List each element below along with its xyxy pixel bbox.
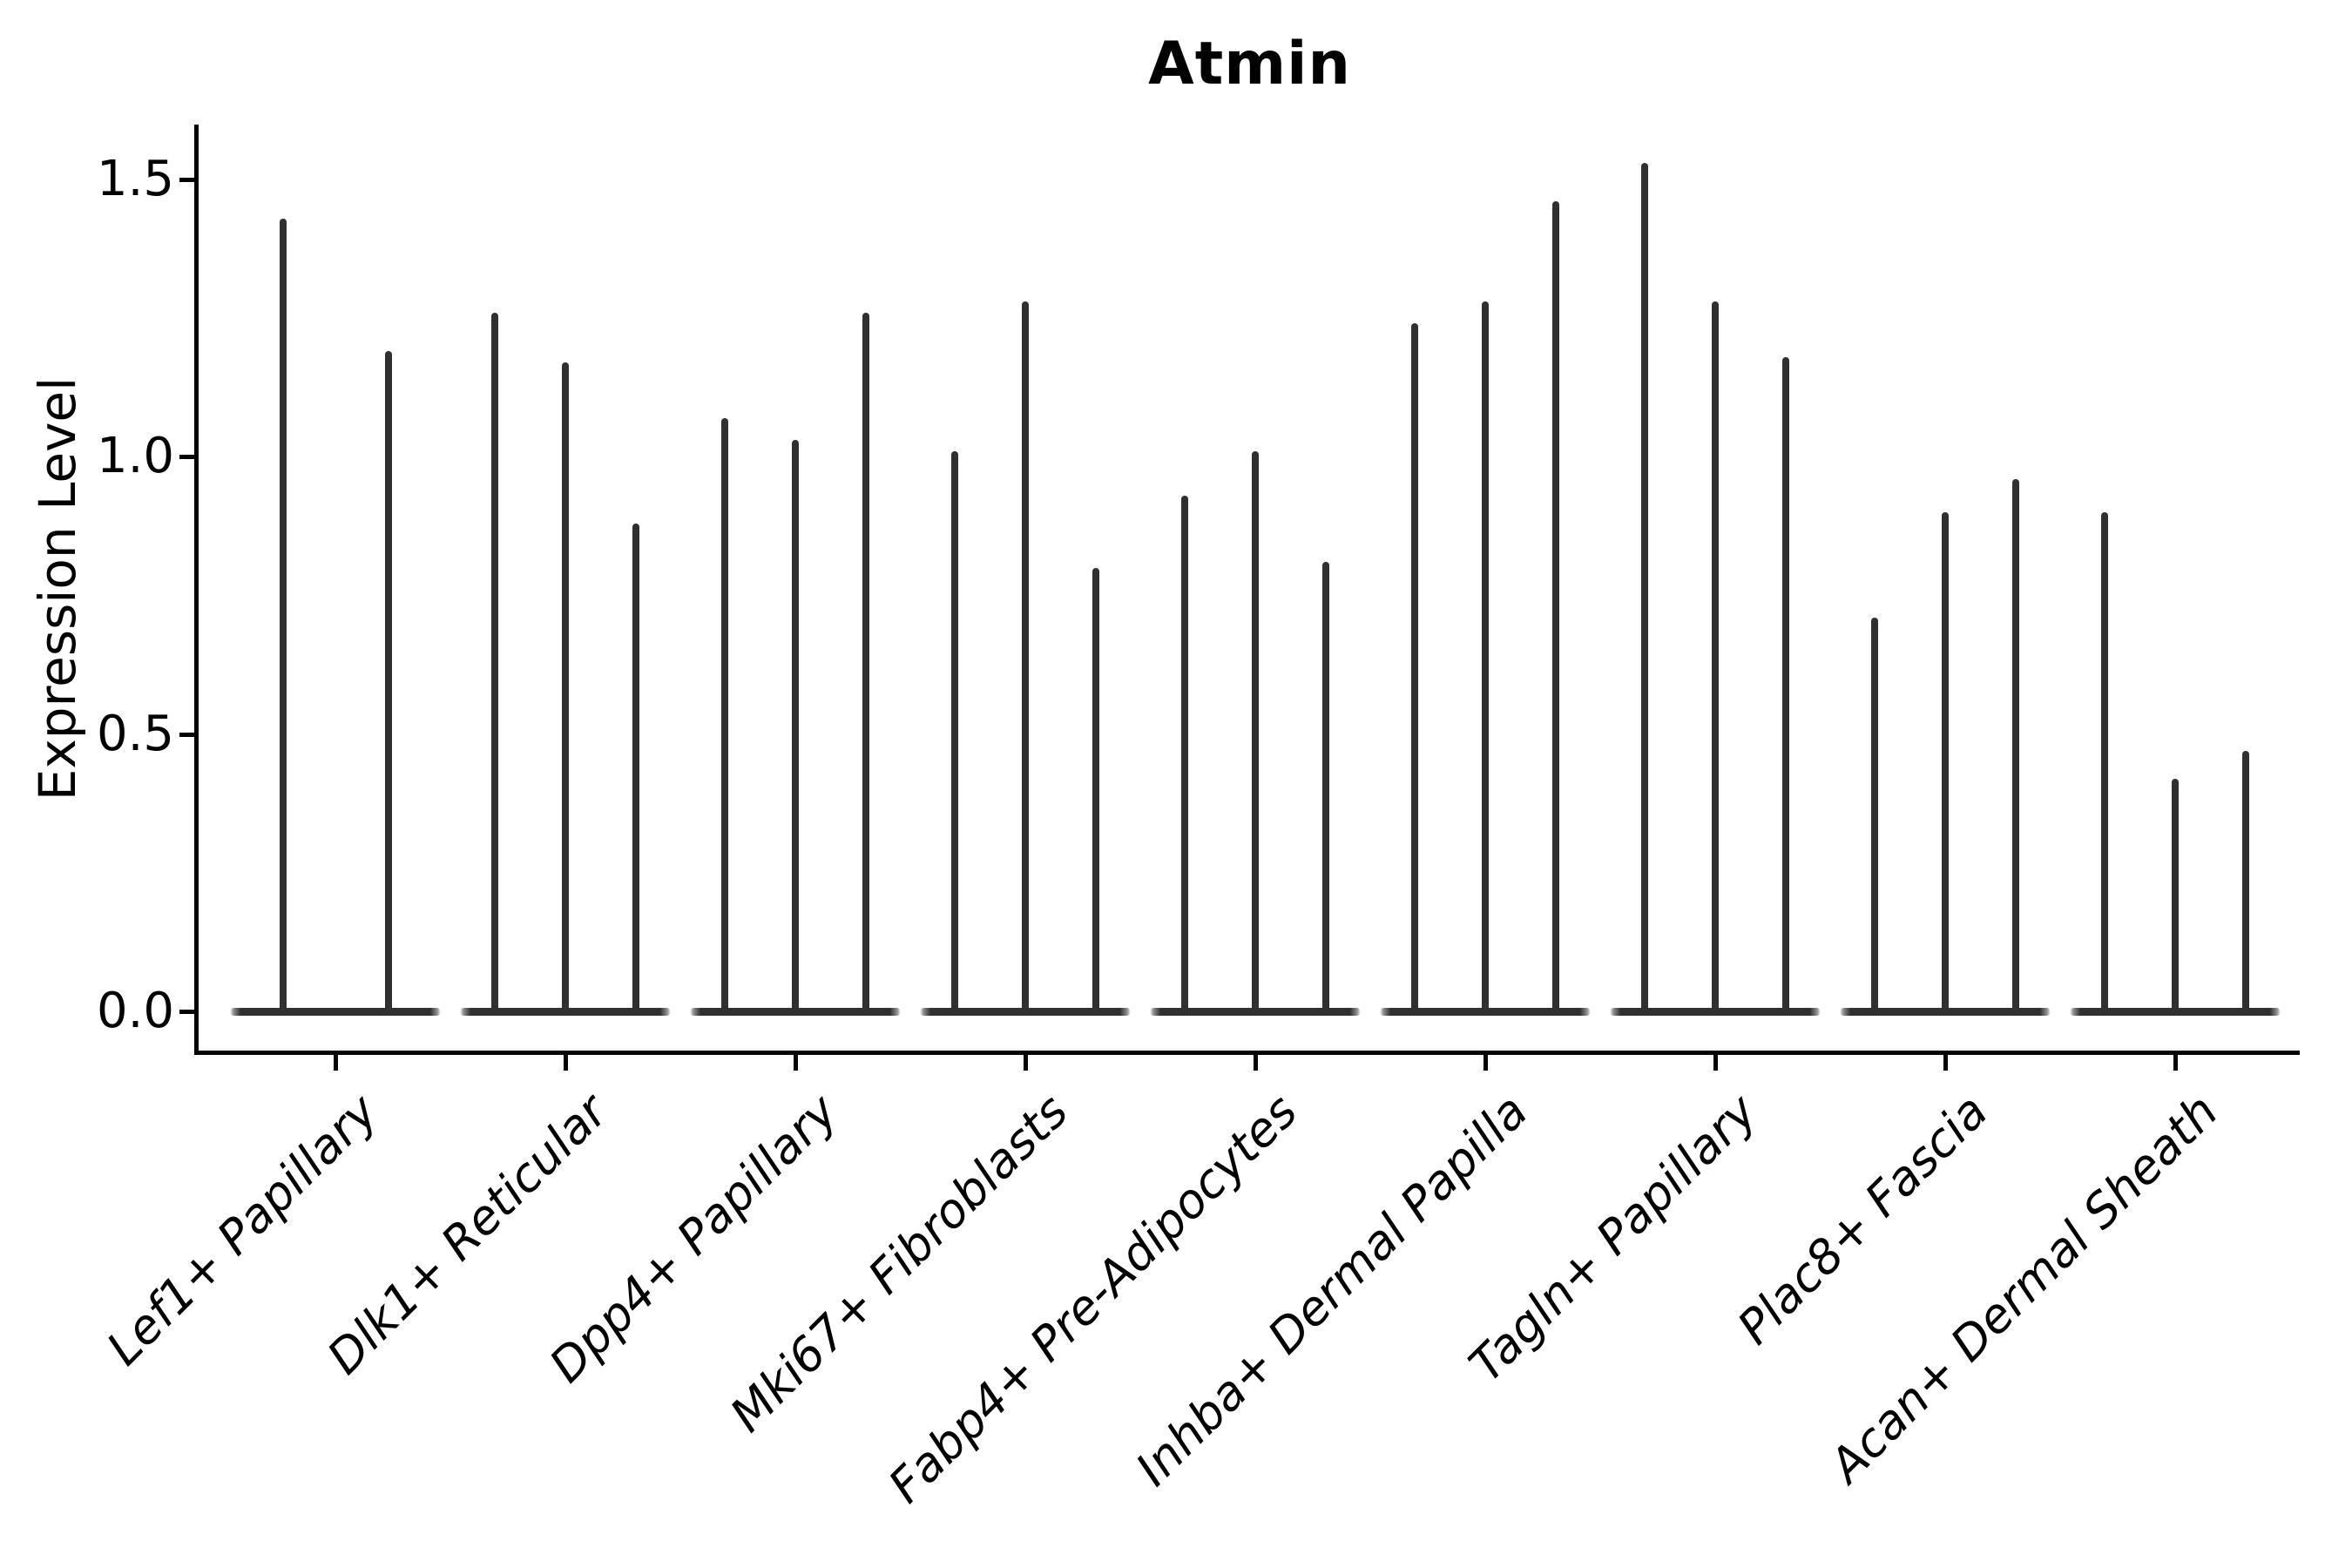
- violin-spike: [2241, 750, 2249, 1015]
- x-axis-line: [194, 1051, 2300, 1055]
- x-tick-mark: [1484, 1051, 1488, 1071]
- violin-spike: [1181, 495, 1189, 1015]
- violin-spike: [562, 362, 569, 1015]
- violin-spike: [384, 351, 392, 1015]
- x-tick-label: Plac8+ Fascia: [1727, 1084, 1998, 1355]
- violin-spike: [1551, 201, 1559, 1015]
- violin-spike: [862, 312, 869, 1015]
- y-tick-mark: [179, 1010, 194, 1014]
- y-axis-line: [194, 125, 199, 1055]
- violin-spike: [1871, 617, 1879, 1015]
- violin-spike: [632, 523, 639, 1015]
- violin-spike: [1252, 450, 1259, 1015]
- violin-spike: [721, 417, 729, 1015]
- x-tick-mark: [334, 1051, 338, 1071]
- violin-spike: [951, 450, 959, 1015]
- y-tick-mark: [179, 177, 194, 182]
- violin-spike: [1482, 301, 1489, 1015]
- x-tick-label: Fabp4+ Pre-Adipocytes: [878, 1084, 1308, 1514]
- violin-spike: [792, 440, 799, 1015]
- y-tick-label: 0.5: [96, 705, 174, 762]
- x-tick-label: Acan+ Dermal Sheath: [1818, 1084, 2228, 1493]
- violin-spike: [1411, 323, 1419, 1015]
- y-tick-mark: [179, 455, 194, 460]
- violin-spike: [1942, 511, 1949, 1015]
- violin-spike: [1712, 301, 1719, 1015]
- x-tick-label: Inhba+ Dermal Papilla: [1125, 1084, 1538, 1497]
- violin-spike: [1641, 162, 1649, 1015]
- violin-spike: [2101, 511, 2109, 1015]
- x-tick-mark: [564, 1051, 568, 1071]
- x-tick-mark: [794, 1051, 798, 1071]
- y-tick-label: 1.5: [96, 150, 174, 207]
- chart-title: Atmin: [1148, 30, 1351, 98]
- x-tick-mark: [1254, 1051, 1258, 1071]
- y-tick-mark: [179, 732, 194, 737]
- violin-spike: [1781, 356, 1789, 1015]
- x-tick-mark: [2173, 1051, 2178, 1071]
- violin-spike: [1022, 301, 1029, 1015]
- y-tick-label: 1.0: [96, 428, 174, 485]
- violin-base: [230, 1007, 441, 1016]
- x-tick-mark: [1713, 1051, 1718, 1071]
- x-tick-mark: [1024, 1051, 1028, 1071]
- violin-spike: [1321, 562, 1329, 1015]
- violin-spike: [2172, 778, 2179, 1015]
- violin-spike: [1092, 567, 1099, 1015]
- y-tick-label: 0.0: [96, 983, 174, 1039]
- x-tick-mark: [1943, 1051, 1948, 1071]
- violin-spike: [2011, 478, 2019, 1015]
- violin-spike: [279, 218, 287, 1015]
- violin-spike: [491, 312, 499, 1015]
